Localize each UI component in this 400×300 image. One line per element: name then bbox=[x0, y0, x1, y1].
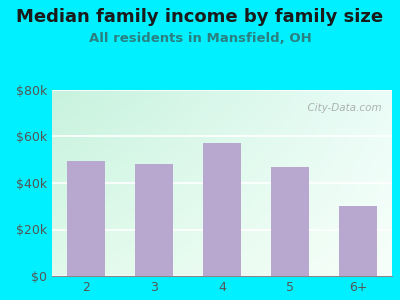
Bar bbox=[135, 164, 173, 276]
Bar bbox=[339, 206, 377, 276]
Bar bbox=[271, 167, 309, 276]
Text: Median family income by family size: Median family income by family size bbox=[16, 8, 384, 26]
Bar bbox=[67, 161, 105, 276]
Bar bbox=[203, 143, 241, 276]
Text: City-Data.com: City-Data.com bbox=[301, 103, 382, 113]
Text: All residents in Mansfield, OH: All residents in Mansfield, OH bbox=[89, 32, 311, 44]
